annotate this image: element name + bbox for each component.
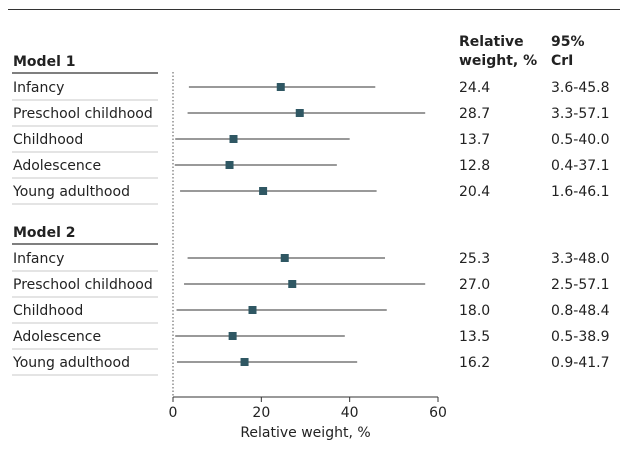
- estimate-marker: [248, 306, 257, 314]
- ci-value: 0.5-38.9: [551, 329, 610, 345]
- ci-value: 1.6-46.1: [551, 184, 610, 200]
- weight-value: 12.8: [459, 158, 490, 174]
- estimate-marker: [295, 109, 304, 117]
- x-axis-label: Relative weight, %: [240, 425, 370, 441]
- ci-value: 0.9-41.7: [551, 355, 610, 371]
- estimate-marker: [240, 358, 249, 366]
- weight-value: 13.5: [459, 329, 490, 345]
- row-label: Preschool childhood: [13, 277, 153, 293]
- ci-value: 2.5-57.1: [551, 277, 610, 293]
- ci-value: 3.3-57.1: [551, 106, 610, 122]
- x-tick-label: 40: [341, 405, 359, 421]
- row-label: Young adulthood: [12, 355, 130, 371]
- row-label: Infancy: [13, 251, 64, 267]
- weight-value: 24.4: [459, 80, 490, 96]
- top-rule: [8, 9, 620, 10]
- model-header: Model 1: [13, 54, 75, 70]
- ci-value: 0.5-40.0: [551, 132, 610, 148]
- column-header: CrI: [551, 53, 573, 69]
- estimate-marker: [229, 135, 238, 143]
- row-label: Young adulthood: [12, 184, 130, 200]
- estimate-marker: [259, 187, 268, 195]
- row-label: Childhood: [13, 132, 83, 148]
- weight-value: 28.7: [459, 106, 490, 122]
- ci-value: 3.3-48.0: [551, 251, 610, 267]
- x-tick-label: 60: [429, 405, 447, 421]
- estimate-marker: [288, 280, 297, 288]
- row-label: Preschool childhood: [13, 106, 153, 122]
- weight-value: 18.0: [459, 303, 490, 319]
- estimate-marker: [280, 254, 289, 262]
- row-label: Childhood: [13, 303, 83, 319]
- ci-value: 0.8-48.4: [551, 303, 610, 319]
- weight-value: 16.2: [459, 355, 490, 371]
- column-header: Relative: [459, 34, 524, 50]
- estimate-marker: [276, 83, 285, 91]
- row-label: Adolescence: [13, 158, 101, 174]
- estimate-marker: [228, 332, 237, 340]
- weight-value: 20.4: [459, 184, 490, 200]
- row-label: Infancy: [13, 80, 64, 96]
- row-label: Adolescence: [13, 329, 101, 345]
- x-tick-label: 0: [169, 405, 178, 421]
- ci-value: 3.6-45.8: [551, 80, 610, 96]
- ci-value: 0.4-37.1: [551, 158, 610, 174]
- weight-value: 25.3: [459, 251, 490, 267]
- model-header: Model 2: [13, 225, 75, 241]
- column-header: weight, %: [459, 53, 537, 69]
- estimate-marker: [225, 161, 234, 169]
- x-tick-label: 20: [252, 405, 270, 421]
- weight-value: 27.0: [459, 277, 490, 293]
- weight-value: 13.7: [459, 132, 490, 148]
- column-header: 95%: [551, 34, 585, 50]
